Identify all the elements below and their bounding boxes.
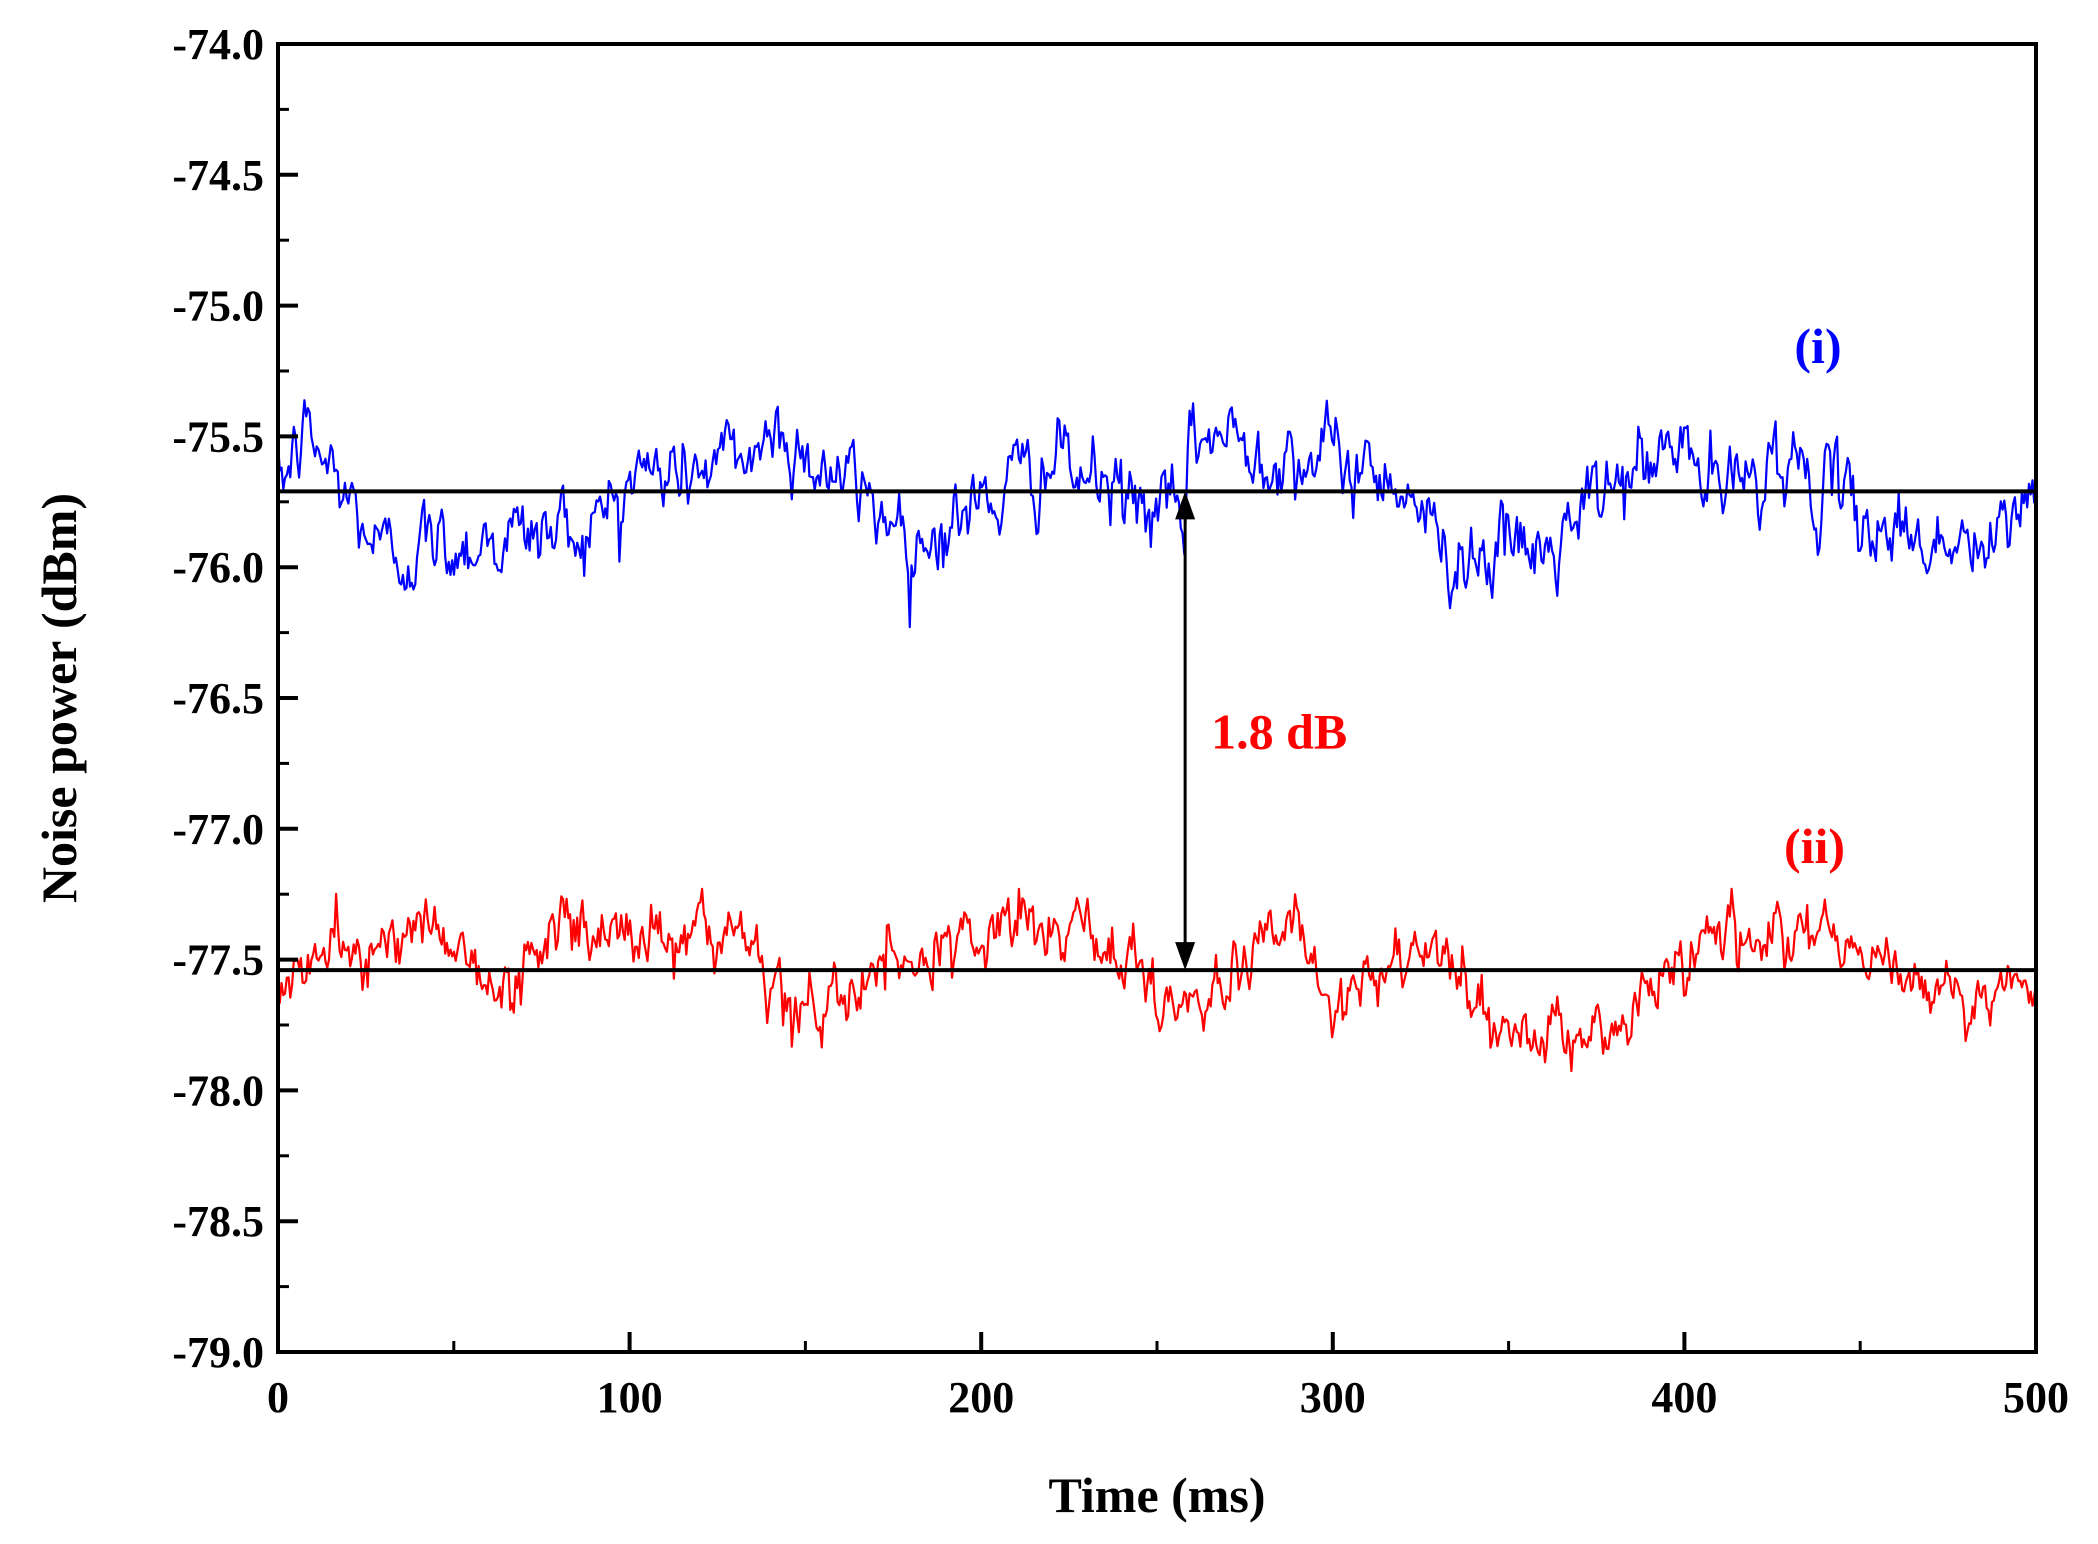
series-layer (278, 399, 2036, 1073)
y-tick-label: -75.5 (172, 412, 264, 461)
series-label-2: (ii) (1784, 818, 1845, 874)
x-axis-title: Time (ms) (1048, 1467, 1265, 1523)
series-label-1: (i) (1794, 318, 1841, 374)
y-tick-label: -75.0 (172, 282, 264, 331)
y-tick-label: -76.5 (172, 674, 264, 723)
arrow-head-up (1175, 491, 1196, 520)
x-tick-label-400: 400 (1651, 1373, 1717, 1422)
x-tick-label-500: 500 (2003, 1373, 2069, 1422)
y-tick-label: -74.5 (172, 151, 264, 200)
x-tick-label-200: 200 (948, 1373, 1014, 1422)
annotations: (i) (ii) 1.8 dB (1175, 318, 1845, 971)
axes: 0 100 200 300 400 500 -74.0 -74.5 -75.0 -75.5 -76.… (31, 20, 2069, 1523)
x-tick-label-300: 300 (1300, 1373, 1366, 1422)
plot-frame (276, 42, 2038, 1354)
annotation-difference: 1.8 dB (1211, 704, 1347, 760)
x-tick-label-100: 100 (597, 1373, 663, 1422)
y-tick-label: -79.0 (172, 1328, 264, 1377)
y-tick-label: -78.5 (172, 1197, 264, 1246)
series-line-1 (278, 399, 2036, 629)
y-tick-label: -74.0 (172, 20, 264, 69)
series-line-2 (278, 887, 2036, 1073)
x-tick-label-0: 0 (267, 1373, 289, 1422)
arrow-head-down (1175, 942, 1196, 971)
y-axis-title: Noise power (dBm) (31, 493, 87, 903)
y-tick-label: -76.0 (172, 543, 264, 592)
y-tick-label: -77.0 (172, 805, 264, 854)
reference-lines (278, 489, 2036, 973)
y-tick-label: -77.5 (172, 936, 264, 985)
y-tick-label: -78.0 (172, 1066, 264, 1115)
